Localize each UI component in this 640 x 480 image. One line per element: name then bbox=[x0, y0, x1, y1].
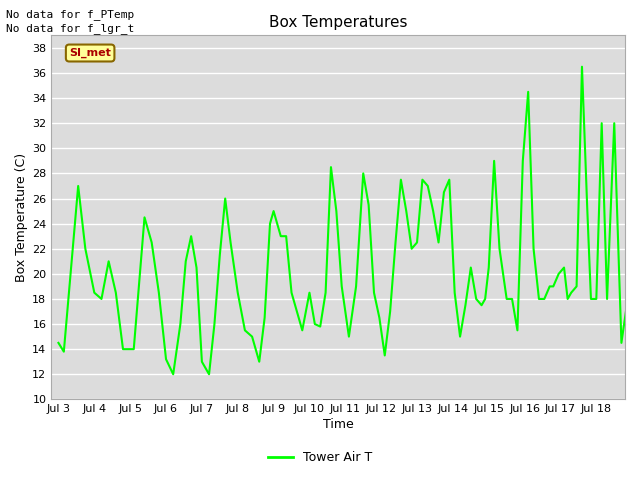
Y-axis label: Box Temperature (C): Box Temperature (C) bbox=[15, 153, 28, 282]
Text: SI_met: SI_met bbox=[69, 48, 111, 58]
Text: No data for f_PTemp: No data for f_PTemp bbox=[6, 9, 134, 20]
Text: No data for f_lgr_t: No data for f_lgr_t bbox=[6, 23, 134, 34]
Legend: Tower Air T: Tower Air T bbox=[263, 446, 377, 469]
X-axis label: Time: Time bbox=[323, 419, 353, 432]
Title: Box Temperatures: Box Temperatures bbox=[269, 15, 408, 30]
